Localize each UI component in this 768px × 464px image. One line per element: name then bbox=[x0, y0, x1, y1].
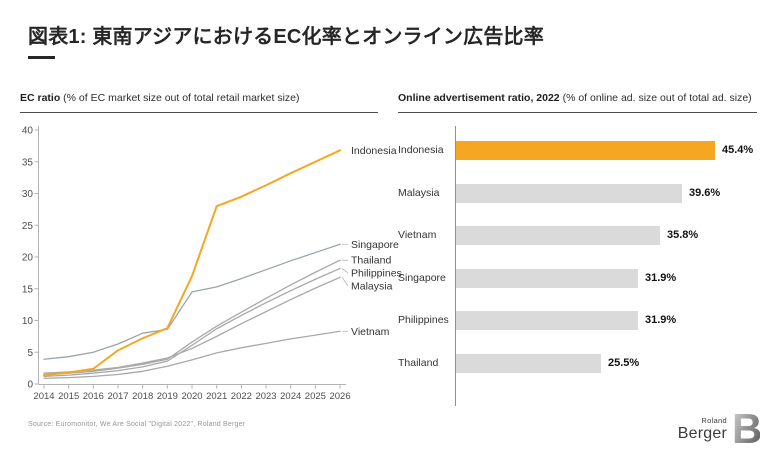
title-underline bbox=[28, 56, 55, 59]
bar-philippines bbox=[456, 311, 638, 331]
x-tick-label: 2024 bbox=[280, 391, 301, 402]
bar-value-label: 39.6% bbox=[689, 186, 721, 199]
bar-value-label: 45.4% bbox=[722, 144, 754, 156]
bar-singapore bbox=[456, 268, 638, 288]
online-ad-ratio-bar-chart: Indonesia 45.4% Malaysia 39.6% Vietnam 35.8% S… bbox=[398, 116, 764, 412]
series-line-philippines bbox=[43, 267, 341, 378]
x-tick-label: 2019 bbox=[157, 391, 178, 402]
bar-row-philippines: Philippines 31.9% bbox=[398, 311, 764, 331]
logo-b-icon: B bbox=[732, 410, 760, 448]
bar-indonesia bbox=[456, 141, 715, 160]
y-tick-label: 20 bbox=[22, 253, 34, 264]
series-line-singapore bbox=[43, 243, 341, 360]
right-panel-header-bold: Online advertisement ratio, 2022 bbox=[398, 92, 560, 104]
x-tick-label: 2023 bbox=[255, 391, 276, 402]
x-tick-label: 2021 bbox=[206, 391, 227, 402]
series-line-indonesia bbox=[43, 149, 342, 377]
bar-row-malaysia: Malaysia 39.6% bbox=[398, 183, 764, 203]
series-label-singapore: Singapore bbox=[351, 239, 399, 251]
logo-roland-text: Roland bbox=[701, 415, 727, 425]
bar-category-label: Singapore bbox=[398, 271, 446, 284]
x-tick-label: 2018 bbox=[132, 391, 153, 402]
bar-vietnam bbox=[456, 226, 660, 246]
x-tick-label: 2014 bbox=[33, 391, 54, 402]
logo-berger-text: Berger bbox=[677, 424, 727, 442]
x-tick-label: 2025 bbox=[305, 391, 326, 402]
series-line-thailand bbox=[43, 259, 341, 376]
x-tick-label: 2016 bbox=[83, 391, 104, 402]
series-label-indonesia: Indonesia bbox=[351, 145, 397, 157]
y-tick-label: 35 bbox=[22, 157, 34, 168]
y-tick-label: 0 bbox=[27, 380, 33, 391]
bar-value-label: 31.9% bbox=[645, 314, 677, 327]
y-tick-label: 30 bbox=[22, 189, 34, 200]
series-label-vietnam: Vietnam bbox=[351, 326, 390, 338]
y-tick-label: 5 bbox=[27, 348, 33, 359]
left-panel-header-rest: (% of EC market size out of total retail… bbox=[60, 92, 300, 104]
x-tick-label: 2017 bbox=[107, 391, 128, 402]
bar-category-label: Malaysia bbox=[398, 186, 440, 199]
left-panel-header-bold: EC ratio bbox=[20, 92, 61, 104]
bar-value-label: 35.8% bbox=[667, 229, 699, 242]
label-leader-philippines bbox=[341, 268, 349, 274]
x-tick-label: 2020 bbox=[181, 391, 202, 402]
page-title: 図表1: 東南アジアにおけるEC化率とオンライン広告比率 bbox=[28, 26, 544, 48]
bar-value-label: 31.9% bbox=[645, 271, 677, 284]
y-tick-label: 10 bbox=[22, 316, 34, 327]
x-tick-label: 2022 bbox=[231, 391, 252, 402]
label-leader-malaysia bbox=[341, 277, 349, 287]
bar-category-label: Vietnam bbox=[398, 229, 437, 242]
bar-chart-axis-line bbox=[455, 126, 456, 406]
y-tick-label: 40 bbox=[22, 126, 34, 137]
x-tick-label: 2015 bbox=[58, 391, 79, 402]
x-tick-label: 2026 bbox=[329, 391, 350, 402]
bar-category-label: Philippines bbox=[398, 314, 449, 327]
series-line-malaysia bbox=[43, 276, 341, 374]
series-line-vietnam bbox=[43, 330, 341, 379]
roland-berger-logo: Roland Berger B bbox=[678, 410, 760, 448]
y-tick-label: 15 bbox=[22, 284, 34, 295]
left-panel-header: EC ratio (% of EC market size out of tot… bbox=[20, 92, 378, 113]
series-label-philippines: Philippines bbox=[351, 267, 402, 279]
bar-thailand bbox=[456, 354, 601, 373]
right-panel-header-rest: (% of online ad. size out of total ad. s… bbox=[559, 92, 752, 104]
bar-value-label: 25.5% bbox=[608, 357, 640, 369]
series-label-thailand: Thailand bbox=[351, 255, 391, 267]
bar-category-label: Thailand bbox=[398, 357, 439, 369]
bar-category-label: Indonesia bbox=[398, 144, 444, 156]
bar-row-thailand: Thailand 25.5% bbox=[398, 354, 764, 373]
bar-row-indonesia: Indonesia 45.4% bbox=[398, 141, 764, 160]
logo-b-glyph: B bbox=[732, 410, 760, 448]
bar-malaysia bbox=[456, 183, 682, 203]
series-label-malaysia: Malaysia bbox=[351, 280, 393, 292]
right-panel-header: Online advertisement ratio, 2022 (% of o… bbox=[398, 92, 757, 113]
logo-wordmark: Roland Berger bbox=[677, 415, 727, 442]
source-note: Source: Euromonitor, We Are Social "Digi… bbox=[28, 421, 246, 428]
bar-row-singapore: Singapore 31.9% bbox=[398, 268, 764, 288]
y-tick-label: 25 bbox=[22, 221, 34, 232]
bar-row-vietnam: Vietnam 35.8% bbox=[398, 226, 764, 246]
